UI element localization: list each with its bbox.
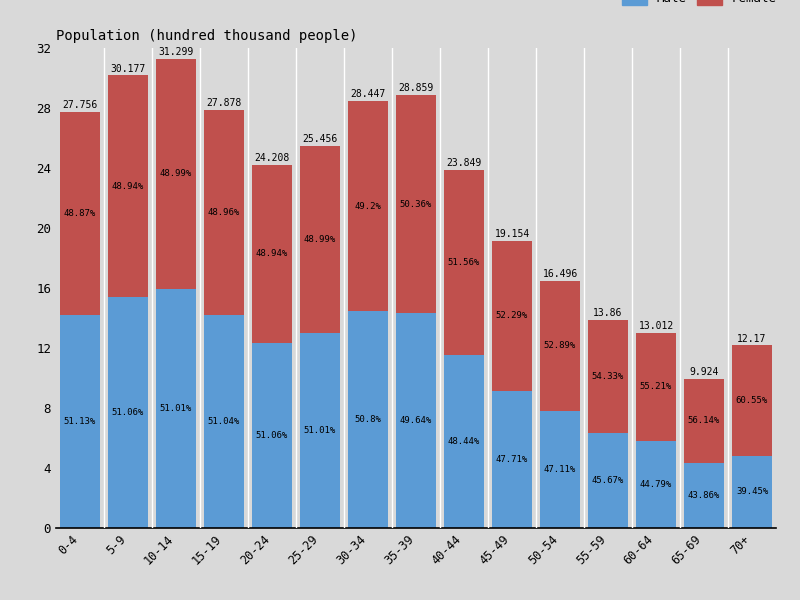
Text: 23.849: 23.849: [446, 158, 482, 169]
Text: 9.924: 9.924: [690, 367, 718, 377]
Bar: [396, 95, 437, 313]
Text: 47.11%: 47.11%: [544, 465, 576, 474]
Text: Population (hundred thousand people): Population (hundred thousand people): [56, 29, 358, 43]
Bar: [443, 170, 485, 355]
Bar: [252, 165, 293, 343]
Legend: Male, Female: Male, Female: [622, 0, 777, 5]
Bar: [107, 76, 148, 297]
Text: 48.44%: 48.44%: [448, 437, 480, 446]
Bar: [443, 355, 485, 528]
Bar: [155, 59, 196, 289]
Text: 51.56%: 51.56%: [448, 258, 480, 267]
Bar: [204, 314, 245, 528]
Bar: [635, 440, 676, 528]
Text: 55.21%: 55.21%: [640, 382, 672, 391]
Text: 45.67%: 45.67%: [592, 476, 624, 485]
Bar: [396, 313, 437, 528]
Text: 48.99%: 48.99%: [160, 169, 192, 178]
Text: 44.79%: 44.79%: [640, 480, 672, 489]
Bar: [683, 463, 724, 528]
Text: 56.14%: 56.14%: [688, 416, 720, 425]
Text: 60.55%: 60.55%: [736, 396, 768, 405]
Text: 49.2%: 49.2%: [354, 202, 382, 211]
Text: 51.04%: 51.04%: [208, 417, 240, 426]
Text: 39.45%: 39.45%: [736, 487, 768, 496]
Bar: [300, 333, 341, 528]
Text: 49.64%: 49.64%: [400, 416, 432, 425]
Bar: [107, 297, 148, 528]
Bar: [587, 320, 628, 433]
Text: 50.36%: 50.36%: [400, 200, 432, 209]
Text: 54.33%: 54.33%: [592, 372, 624, 381]
Bar: [731, 456, 772, 528]
Bar: [59, 112, 101, 315]
Bar: [539, 412, 580, 528]
Text: 12.17: 12.17: [738, 334, 766, 344]
Text: 30.177: 30.177: [110, 64, 146, 74]
Bar: [59, 315, 101, 528]
Text: 47.71%: 47.71%: [496, 455, 528, 464]
Text: 51.01%: 51.01%: [304, 426, 336, 435]
Bar: [491, 241, 533, 391]
Text: 48.99%: 48.99%: [304, 235, 336, 244]
Text: 52.29%: 52.29%: [496, 311, 528, 320]
Text: 51.01%: 51.01%: [160, 404, 192, 413]
Text: 51.06%: 51.06%: [256, 431, 288, 440]
Text: 13.86: 13.86: [594, 308, 622, 318]
Bar: [252, 343, 293, 528]
Bar: [204, 110, 245, 314]
Bar: [635, 333, 676, 440]
Bar: [539, 281, 580, 412]
Text: 48.94%: 48.94%: [256, 249, 288, 258]
Text: 48.96%: 48.96%: [208, 208, 240, 217]
Bar: [731, 346, 772, 456]
Text: 31.299: 31.299: [158, 47, 194, 57]
Text: 19.154: 19.154: [494, 229, 530, 239]
Bar: [683, 379, 724, 463]
Bar: [491, 391, 533, 528]
Text: 27.878: 27.878: [206, 98, 242, 108]
Text: 48.87%: 48.87%: [64, 209, 96, 218]
Bar: [300, 146, 341, 333]
Text: 28.447: 28.447: [350, 89, 386, 100]
Text: 51.13%: 51.13%: [64, 417, 96, 426]
Text: 51.06%: 51.06%: [112, 408, 144, 417]
Bar: [348, 101, 389, 311]
Text: 27.756: 27.756: [62, 100, 98, 110]
Text: 13.012: 13.012: [638, 321, 674, 331]
Text: 50.8%: 50.8%: [354, 415, 382, 424]
Bar: [155, 289, 196, 528]
Text: 48.94%: 48.94%: [112, 182, 144, 191]
Text: 43.86%: 43.86%: [688, 491, 720, 500]
Text: 16.496: 16.496: [542, 269, 578, 279]
Text: 25.456: 25.456: [302, 134, 338, 145]
Text: 28.859: 28.859: [398, 83, 434, 94]
Bar: [587, 433, 628, 528]
Text: 52.89%: 52.89%: [544, 341, 576, 350]
Bar: [348, 311, 389, 528]
Text: 24.208: 24.208: [254, 153, 290, 163]
